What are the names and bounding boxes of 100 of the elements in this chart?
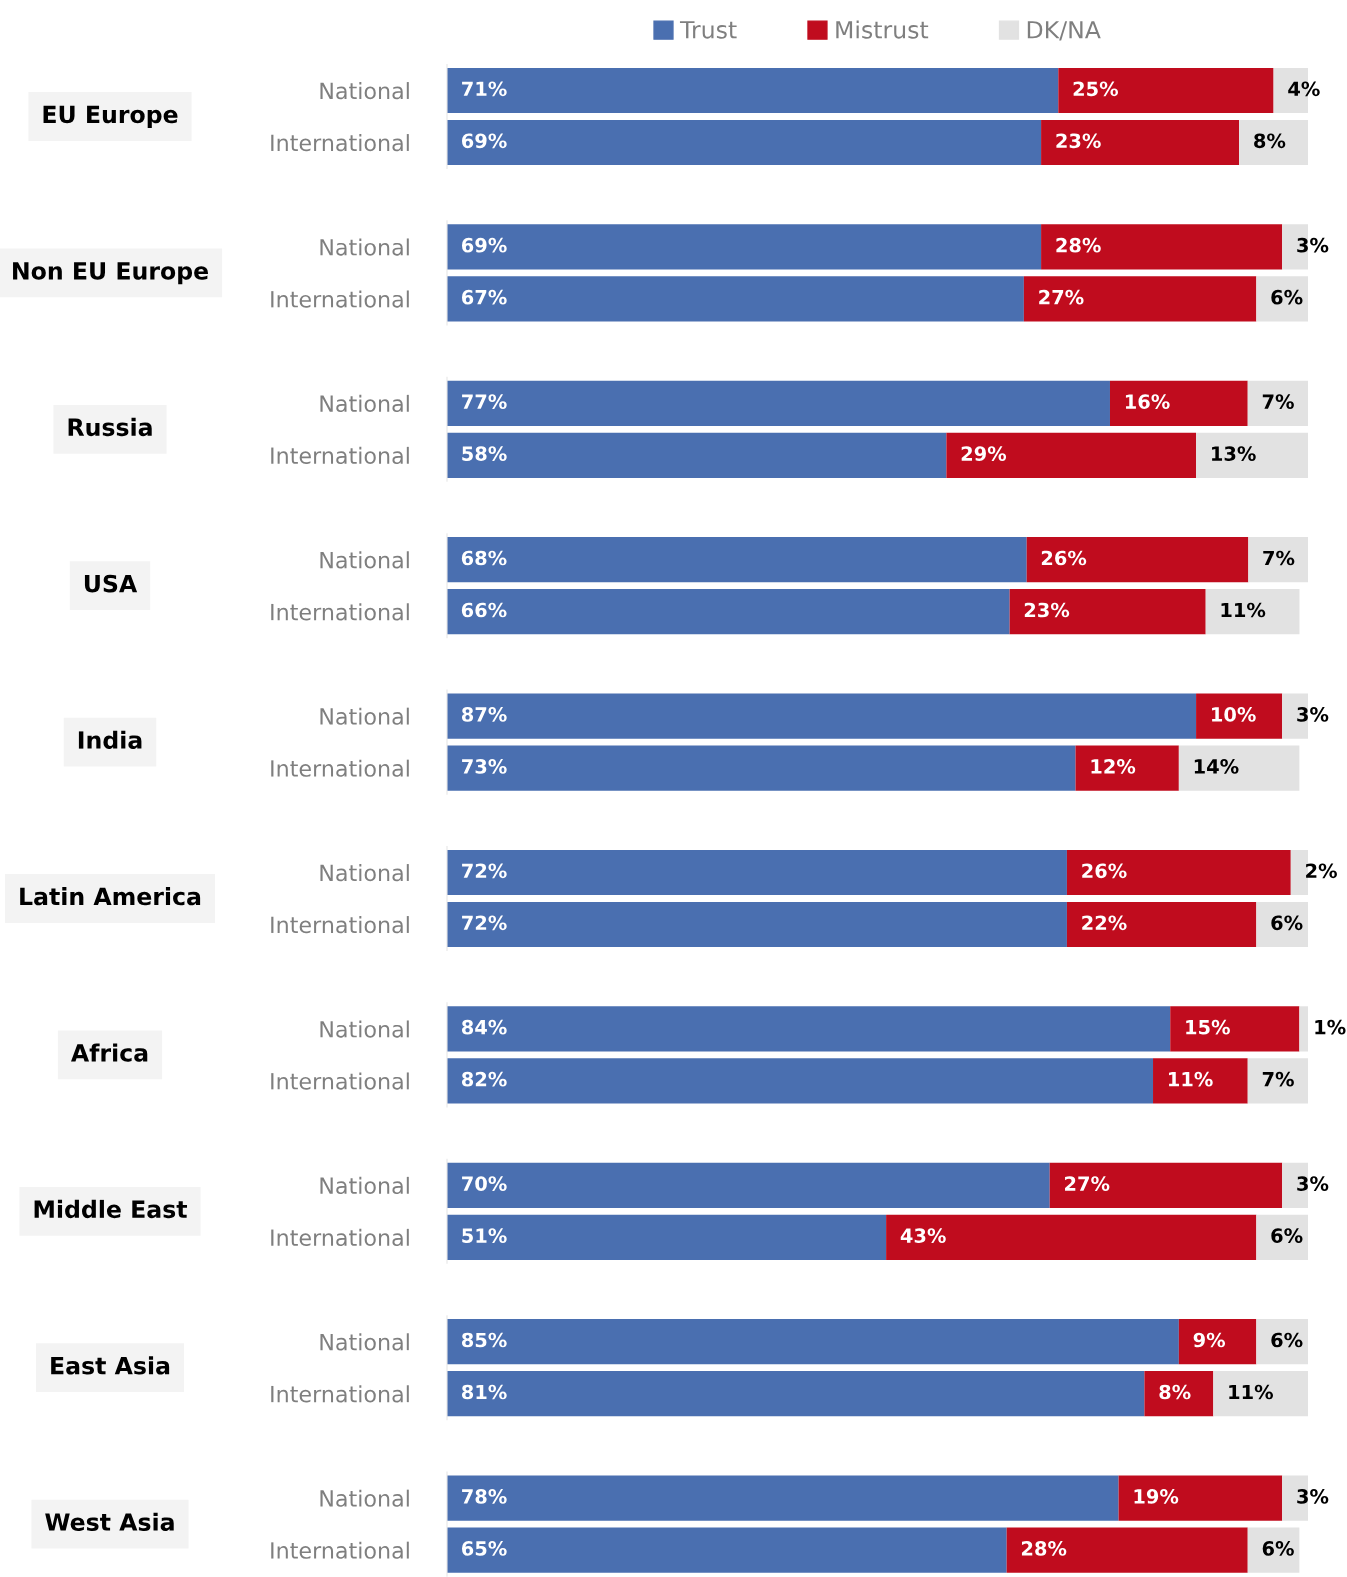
data-label: 25% <box>1073 81 1119 97</box>
text: Non EU Europe <box>13 262 208 285</box>
data-label: 10% <box>1212 707 1256 722</box>
data-label: 29% <box>961 446 1007 461</box>
y-tick-label: International <box>271 1385 409 1403</box>
data-label: 27% <box>1065 1176 1110 1191</box>
bar <box>1066 901 1257 948</box>
bar <box>1058 67 1274 114</box>
data-label: 12% <box>1091 759 1136 774</box>
bar <box>1247 380 1308 426</box>
bar <box>1248 537 1308 583</box>
bar <box>447 901 1067 948</box>
bar <box>447 745 1076 791</box>
data-label: 1% <box>1315 1019 1346 1035</box>
data-label: 4% <box>1288 81 1320 97</box>
bar <box>1026 537 1249 583</box>
y-tick-label: International <box>271 1541 409 1559</box>
data-label: 8% <box>1254 133 1286 149</box>
data-label: 13% <box>1212 446 1256 461</box>
bar <box>447 276 1024 322</box>
bar <box>1196 693 1283 739</box>
bar <box>1256 901 1308 948</box>
bar <box>447 589 1010 635</box>
data-label: 11% <box>1168 1071 1213 1087</box>
text: Latin America <box>20 887 201 906</box>
y-tick-label: International <box>271 1228 409 1247</box>
bar <box>447 224 1042 270</box>
bar <box>1256 1214 1308 1260</box>
data-label: 3% <box>1297 1489 1329 1504</box>
data-label: 28% <box>1021 1541 1067 1556</box>
y-tick-label: International <box>271 916 409 934</box>
data-label: 27% <box>1039 289 1084 305</box>
data-label: 3% <box>1297 1176 1329 1191</box>
bar <box>946 432 1197 478</box>
y-tick-label: National <box>320 238 409 256</box>
data-label: 51% <box>462 1228 507 1243</box>
y-tick-label: National <box>320 551 409 569</box>
text: Africa <box>71 1043 148 1062</box>
bar <box>1247 1058 1308 1104</box>
data-label: 14% <box>1194 759 1239 774</box>
y-tick-label: National <box>320 1489 409 1507</box>
data-label: 72% <box>462 915 507 931</box>
data-label: 23% <box>1024 602 1070 618</box>
y-tick-label: National <box>320 864 409 882</box>
text: India <box>78 730 142 749</box>
bar <box>1144 1371 1214 1417</box>
legend-label: Trust <box>679 21 737 39</box>
legend-label: Mistrust <box>836 20 929 39</box>
y-tick-label: International <box>271 603 409 621</box>
bar <box>1299 1006 1308 1052</box>
bar <box>1196 432 1308 478</box>
bar <box>447 1527 1007 1573</box>
data-label: 70% <box>462 1176 507 1191</box>
bar <box>1290 849 1308 896</box>
bar <box>1247 1527 1300 1573</box>
y-tick-label: National <box>320 394 409 413</box>
data-label: 6% <box>1271 1228 1303 1243</box>
y-tick-label: National <box>320 707 409 725</box>
data-label: 6% <box>1262 1541 1294 1556</box>
data-label: 66% <box>461 602 507 618</box>
data-label: 69% <box>461 133 507 149</box>
bar <box>447 67 1059 114</box>
data-label: 3% <box>1297 707 1329 722</box>
bar <box>447 849 1067 896</box>
bar <box>1075 745 1179 791</box>
bar <box>1178 745 1300 791</box>
bar <box>1153 1058 1248 1104</box>
legend-label: DK/NA <box>1027 21 1101 41</box>
data-label: 26% <box>1082 863 1127 879</box>
bar <box>1213 1371 1308 1417</box>
bar <box>1170 1006 1300 1052</box>
bar <box>1205 589 1300 635</box>
data-label: 16% <box>1125 394 1170 409</box>
y-tick-label: International <box>271 290 409 308</box>
data-label: 8% <box>1159 1384 1191 1400</box>
data-label: 7% <box>1262 394 1294 409</box>
bar <box>1239 119 1308 166</box>
bar <box>1041 119 1240 166</box>
data-label: 9% <box>1193 1332 1226 1348</box>
data-label: 82% <box>461 1071 507 1087</box>
y-tick-label: International <box>271 446 409 465</box>
data-label: 23% <box>1056 133 1101 149</box>
text: West Asia <box>45 1512 174 1531</box>
text: East Asia <box>51 1356 170 1375</box>
data-label: 73% <box>462 759 507 774</box>
data-label: 19% <box>1134 1489 1179 1504</box>
bar <box>1006 1527 1248 1573</box>
bar <box>1041 224 1283 270</box>
data-label: 69% <box>461 237 507 253</box>
data-label: 67% <box>461 289 507 305</box>
bar <box>1118 1475 1283 1521</box>
bar <box>1066 849 1291 896</box>
data-label: 85% <box>461 1332 507 1348</box>
data-label: 2% <box>1306 863 1337 879</box>
bar <box>447 432 947 478</box>
text: USA <box>84 574 138 593</box>
bar <box>447 1214 887 1260</box>
bar <box>447 119 1042 166</box>
bar <box>886 1214 1257 1260</box>
text: EU Europe <box>43 105 178 128</box>
